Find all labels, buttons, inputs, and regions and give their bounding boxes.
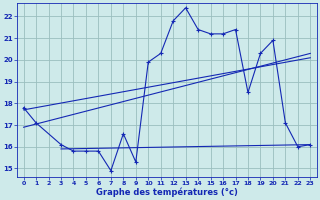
X-axis label: Graphe des températures (°c): Graphe des températures (°c) <box>96 187 238 197</box>
